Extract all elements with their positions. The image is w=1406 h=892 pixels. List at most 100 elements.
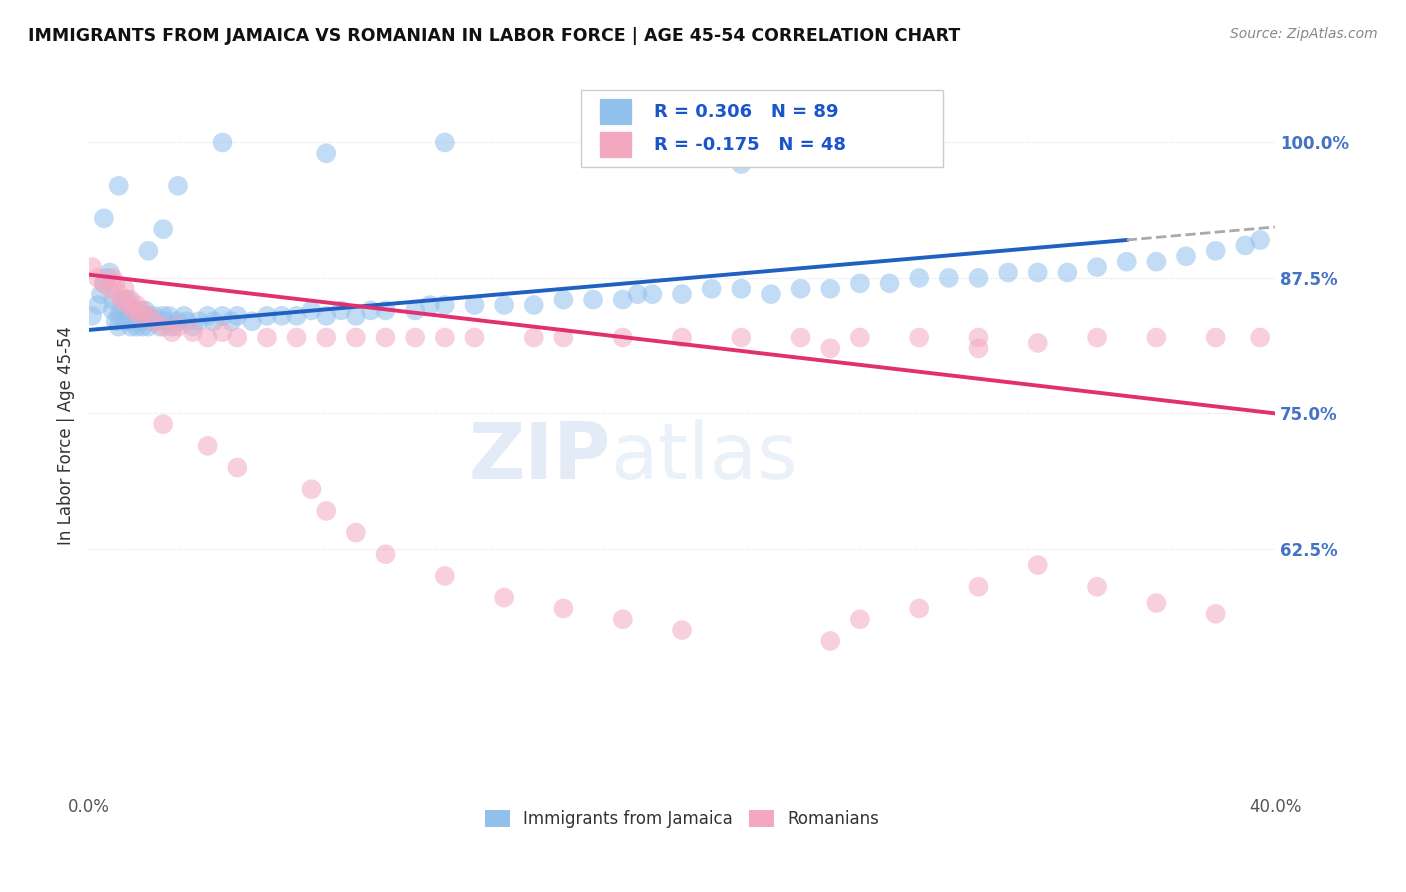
Point	[612, 293, 634, 307]
Point	[80, 309, 103, 323]
Point	[1205, 607, 1227, 621]
Point	[433, 569, 456, 583]
Point	[96, 271, 118, 285]
Point	[374, 547, 396, 561]
Point	[125, 298, 148, 312]
Point	[1085, 580, 1108, 594]
Point	[671, 287, 693, 301]
Point	[226, 309, 249, 323]
Text: R = 0.306   N = 89: R = 0.306 N = 89	[654, 103, 838, 120]
Point	[167, 319, 190, 334]
Point	[849, 612, 872, 626]
Point	[967, 580, 990, 594]
Point	[315, 309, 337, 323]
Point	[344, 330, 367, 344]
Point	[167, 178, 190, 193]
Point	[270, 309, 292, 323]
Point	[152, 319, 174, 334]
Point	[211, 136, 233, 150]
Point	[107, 178, 129, 193]
Point	[146, 314, 169, 328]
Point	[160, 325, 183, 339]
Point	[211, 325, 233, 339]
Point	[111, 293, 134, 307]
Point	[240, 314, 263, 328]
Point	[152, 417, 174, 432]
Point	[789, 330, 811, 344]
Point	[299, 303, 322, 318]
Point	[143, 309, 166, 323]
Point	[330, 303, 353, 318]
Point	[117, 293, 139, 307]
Point	[1249, 330, 1271, 344]
Point	[344, 525, 367, 540]
Point	[114, 282, 136, 296]
Point	[125, 319, 148, 334]
Point	[433, 136, 456, 150]
Point	[299, 482, 322, 496]
Point	[1085, 260, 1108, 274]
Point	[463, 330, 485, 344]
Point	[1026, 335, 1049, 350]
Point	[111, 303, 134, 318]
Point	[582, 293, 605, 307]
Point	[211, 309, 233, 323]
Point	[1205, 330, 1227, 344]
Point	[1056, 265, 1078, 279]
Point	[967, 271, 990, 285]
Point	[553, 601, 575, 615]
Point	[152, 222, 174, 236]
Point	[820, 342, 842, 356]
Text: ZIP: ZIP	[468, 418, 610, 494]
Point	[120, 303, 142, 318]
Point	[226, 330, 249, 344]
Point	[197, 309, 219, 323]
Point	[463, 298, 485, 312]
Point	[523, 298, 546, 312]
Point	[1234, 238, 1257, 252]
Point	[967, 330, 990, 344]
Point	[131, 319, 153, 334]
Point	[1085, 330, 1108, 344]
Point	[114, 314, 136, 328]
Point	[1115, 254, 1137, 268]
Point	[626, 287, 648, 301]
Point	[125, 309, 148, 323]
Point	[789, 282, 811, 296]
Point	[149, 319, 172, 334]
Point	[285, 330, 308, 344]
Point	[612, 330, 634, 344]
Point	[494, 591, 516, 605]
Point	[671, 330, 693, 344]
Point	[122, 303, 145, 318]
Point	[128, 314, 150, 328]
Point	[104, 277, 127, 291]
Point	[730, 282, 752, 296]
Point	[315, 146, 337, 161]
Legend: Immigrants from Jamaica, Romanians: Immigrants from Jamaica, Romanians	[478, 803, 886, 834]
Point	[93, 277, 115, 291]
Point	[820, 282, 842, 296]
Point	[122, 314, 145, 328]
FancyBboxPatch shape	[599, 98, 633, 126]
Point	[157, 309, 180, 323]
Point	[360, 303, 382, 318]
Point	[849, 330, 872, 344]
Point	[80, 260, 103, 274]
FancyBboxPatch shape	[599, 131, 633, 158]
Point	[404, 303, 426, 318]
Point	[404, 330, 426, 344]
Point	[908, 601, 931, 615]
Point	[759, 287, 782, 301]
Point	[122, 303, 145, 318]
Point	[181, 319, 204, 334]
Point	[131, 303, 153, 318]
Point	[671, 623, 693, 637]
Point	[433, 298, 456, 312]
Point	[256, 309, 278, 323]
Point	[1144, 596, 1167, 610]
Point	[315, 330, 337, 344]
Point	[134, 303, 156, 318]
Point	[155, 314, 177, 328]
Point	[523, 330, 546, 344]
